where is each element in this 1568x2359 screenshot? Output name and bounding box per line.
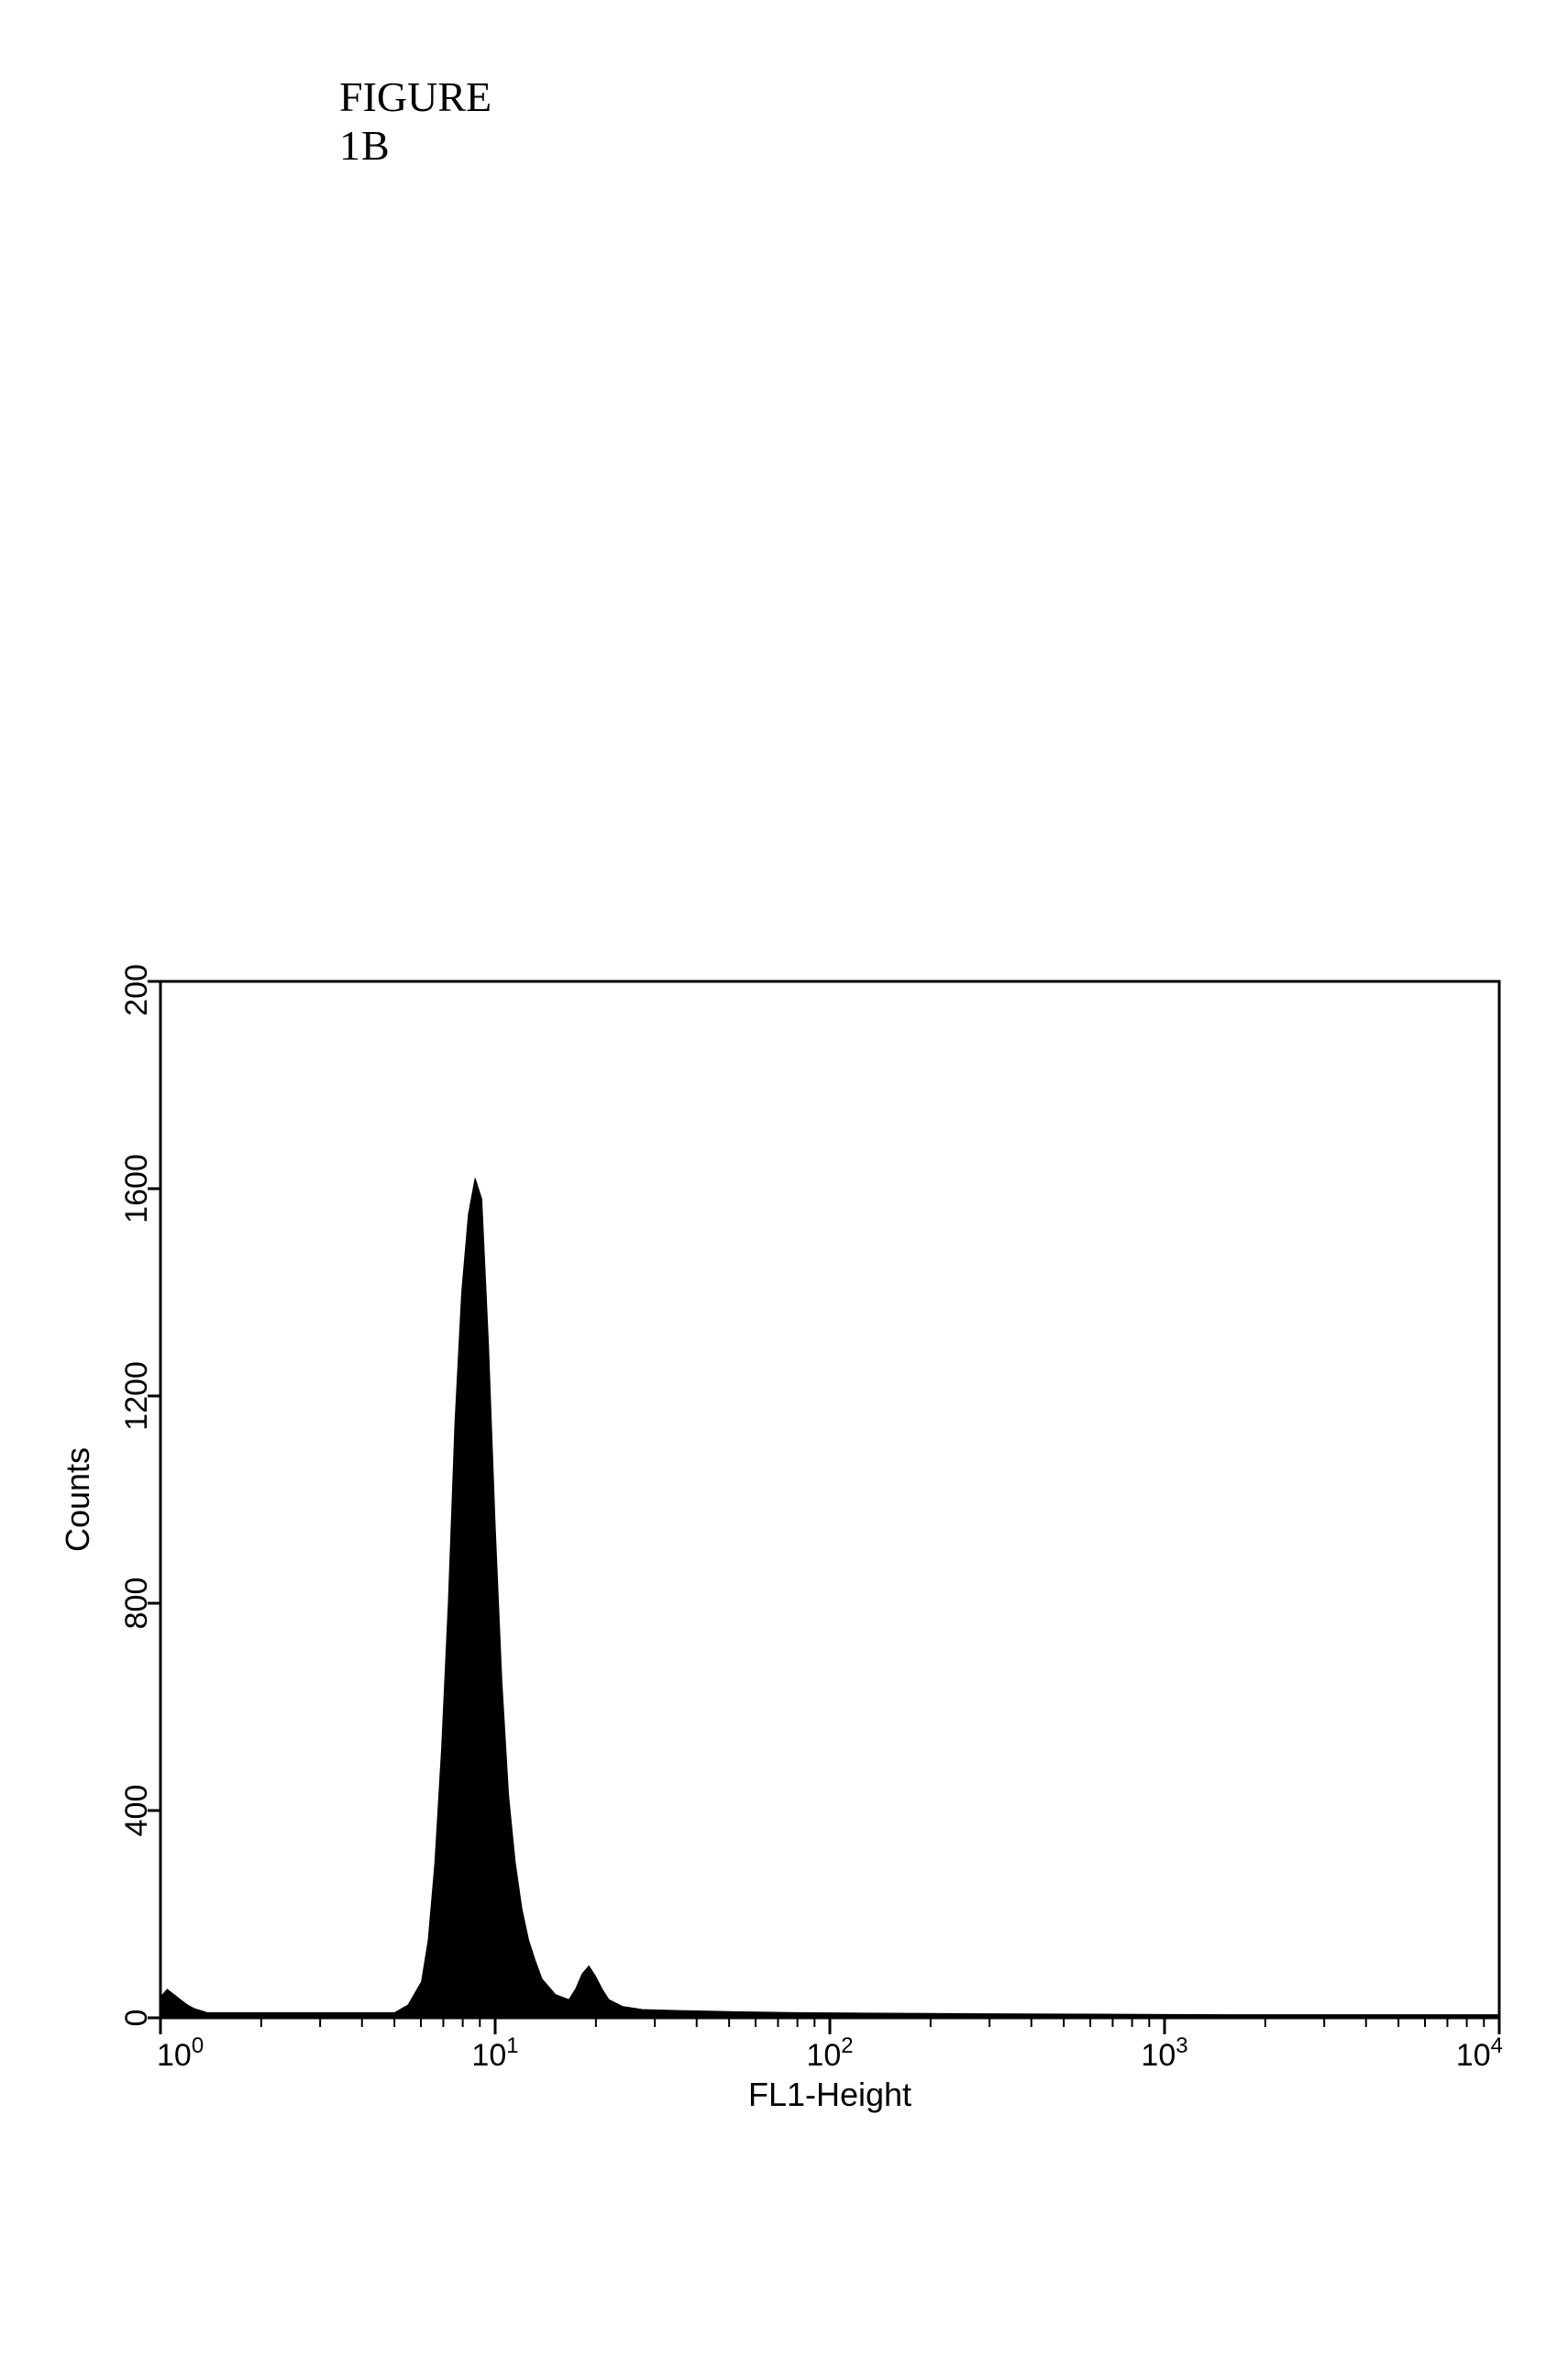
figure-title-line2: 1B xyxy=(339,122,491,171)
x-tick-label: 100 xyxy=(157,2033,204,2073)
figure-title-line1: FIGURE xyxy=(339,73,491,122)
y-tick-label: 1200 xyxy=(119,1361,154,1431)
y-tick-label: 0 xyxy=(119,2010,154,2027)
y-axis-label: Counts xyxy=(59,1447,96,1552)
y-tick-label: 2000 xyxy=(119,963,154,1016)
x-tick-label: 101 xyxy=(471,2033,518,2073)
y-tick-label: 1600 xyxy=(119,1154,154,1224)
chart-svg: 0 400 800 1200 1600 2000 Counts 100 101 102 103 104… xyxy=(50,963,1545,2155)
x-tick-label: 103 xyxy=(1141,2033,1187,2073)
flow-cytometry-histogram: 0 400 800 1200 1600 2000 Counts 100 101 102 103 104… xyxy=(50,963,1545,2155)
y-tick-label: 800 xyxy=(119,1578,154,1630)
y-tick-label: 400 xyxy=(119,1785,154,1837)
x-tick-label: 104 xyxy=(1456,2033,1503,2073)
x-tick-label: 102 xyxy=(806,2033,853,2073)
figure-title: FIGURE 1B xyxy=(339,73,491,171)
x-axis-label: FL1-Height xyxy=(748,2076,911,2113)
plot-frame xyxy=(160,981,1499,2018)
